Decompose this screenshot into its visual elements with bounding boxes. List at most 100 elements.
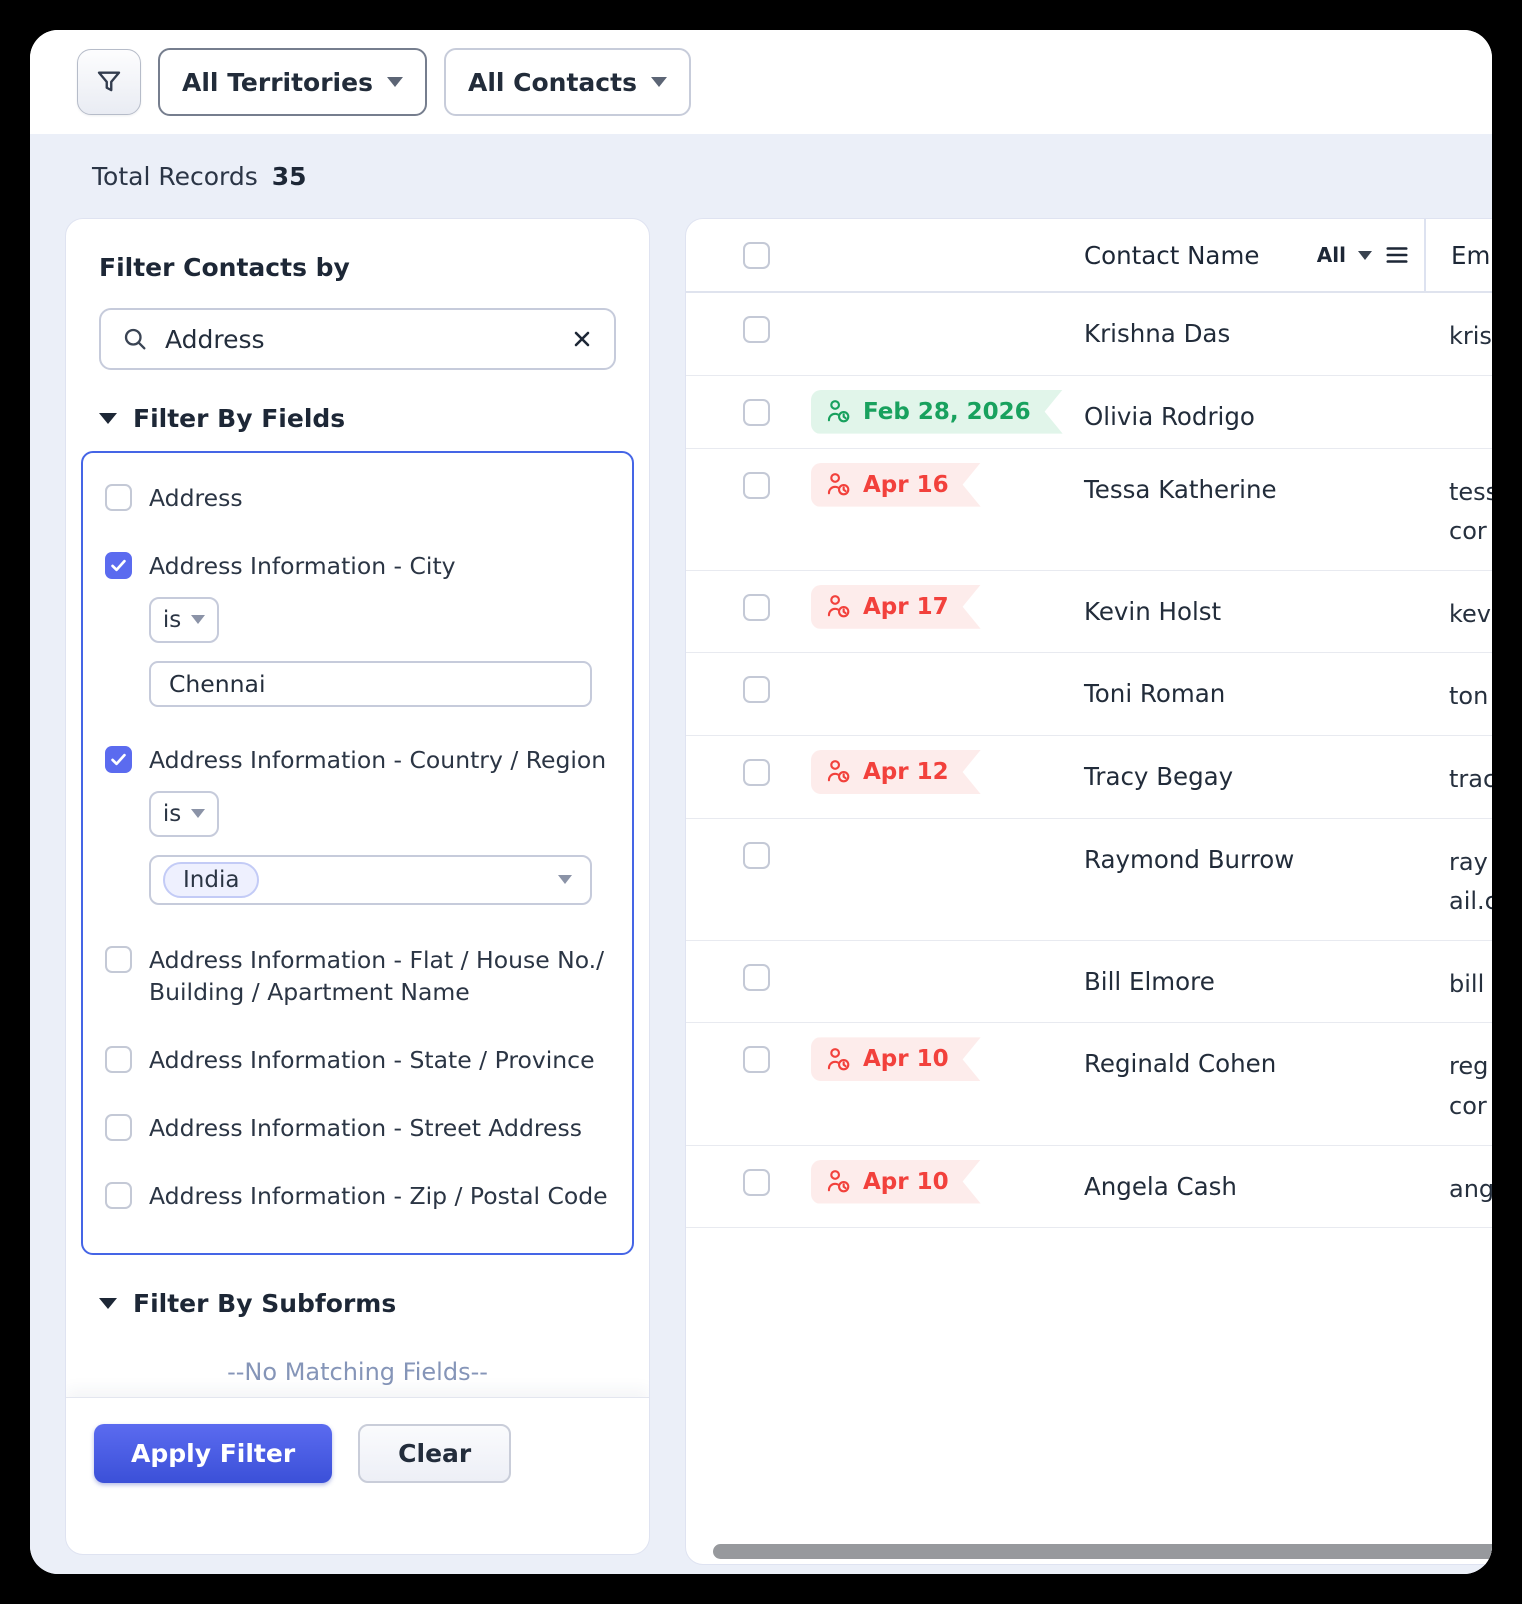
chevron-down-icon [191,809,206,819]
filter-field[interactable]: Address Information - Street Address [105,1113,610,1145]
row-checkbox-cell [686,819,798,869]
field-checkbox[interactable] [105,551,132,579]
filter-by-subforms-section-header[interactable]: Filter By Subforms [99,1289,616,1318]
badge-cell: Apr 10 [798,1146,1084,1204]
apply-filter-button[interactable]: Apply Filter [94,1424,333,1483]
column-menu-icon[interactable] [1384,242,1410,268]
person-clock-icon [825,1168,852,1195]
row-checkbox-cell [686,449,798,499]
table-row: Apr 16 Tessa Katherine tess cor [686,449,1492,571]
operator-select[interactable]: is [149,790,219,837]
filter-field[interactable]: Address Information - State / Province [105,1045,610,1077]
contact-name[interactable]: Krishna Das [1084,319,1231,348]
field-checkbox[interactable] [105,1113,132,1141]
field-value-text[interactable] [167,668,574,699]
upcoming-action-badge: Apr 10 [811,1160,981,1204]
badge-cell: Apr 16 [798,449,1084,507]
person-clock-icon [825,398,852,425]
email-line: kris [1449,322,1492,350]
badge-date: Apr 17 [863,593,949,620]
badge-date: Apr 10 [863,1046,949,1073]
email-line: ail.c [1449,887,1492,916]
select-all-checkbox[interactable] [743,242,770,269]
filter-toggle-button[interactable] [77,49,141,115]
row-checkbox[interactable] [743,471,770,499]
contact-email: reg cor [1424,1023,1492,1144]
no-matching-fields-text: --No Matching Fields-- [227,1357,488,1386]
badge-cell [798,819,1084,833]
badge-date: Apr 10 [863,1168,949,1195]
contacts-view-dropdown-label: All Contacts [467,67,637,97]
row-checkbox[interactable] [743,593,770,621]
contact-name[interactable]: Tracy Begay [1084,761,1234,791]
contact-email [1424,376,1492,418]
row-checkbox[interactable] [743,758,770,786]
contact-name[interactable]: Raymond Burrow [1084,844,1295,874]
filter-panel: Filter Contacts by Filter By Fields Addr… [65,218,650,1555]
clear-filter-button[interactable]: Clear [358,1424,512,1483]
field-checkbox[interactable] [105,484,132,511]
row-checkbox[interactable] [743,963,770,991]
contact-name[interactable]: Toni Roman [1084,679,1226,709]
field-checkbox[interactable] [105,945,132,973]
badge-cell [798,941,1084,955]
field-checkbox[interactable] [105,745,132,773]
contact-name[interactable]: Kevin Holst [1084,596,1222,626]
badge-cell [798,293,1084,307]
email-line: cor [1449,517,1487,546]
row-checkbox[interactable] [743,316,770,343]
email-line: tess [1449,477,1492,506]
filter-panel-title: Filter Contacts by [99,253,350,282]
table-row: Apr 12 Tracy Begay trac [686,736,1492,819]
filter-field[interactable]: Address Information - Flat / House No./ … [105,945,610,1009]
filter-field[interactable]: Address Information - City [105,551,610,583]
territories-dropdown[interactable]: All Territories [158,48,427,116]
contact-email: kris [1424,293,1492,375]
contact-name[interactable]: Bill Elmore [1084,966,1215,996]
row-checkbox-cell [686,941,798,991]
field-value-input[interactable] [149,660,592,707]
row-checkbox[interactable] [743,398,770,426]
email-line: ray [1449,847,1488,876]
table-row: Bill Elmore bill [686,941,1492,1024]
contact-email: ton [1424,653,1492,735]
column-filter-all[interactable]: All [1316,243,1346,267]
email-line: kev [1449,599,1492,628]
operator-label: is [162,606,182,633]
row-checkbox[interactable] [743,841,770,869]
chevron-down-icon[interactable] [1358,250,1372,260]
row-checkbox[interactable] [743,1168,770,1196]
contact-name[interactable]: Reginald Cohen [1084,1049,1277,1079]
badge-date: Apr 12 [863,758,949,785]
filter-search-input[interactable] [163,323,556,355]
field-label: Address Information - Flat / House No./ … [149,945,605,1006]
clear-search-icon[interactable] [570,327,594,351]
badge-cell: Apr 12 [798,736,1084,794]
field-checkbox[interactable] [105,1181,132,1209]
table-row: Apr 10 Angela Cash ang [686,1146,1492,1229]
filter-field[interactable]: Address [105,483,610,515]
email-line: ang [1449,1174,1492,1203]
filter-by-fields-section-header[interactable]: Filter By Fields [99,404,616,433]
total-records-label: Total Records [92,162,258,191]
contact-name[interactable]: Olivia Rodrigo [1084,401,1255,431]
row-checkbox[interactable] [743,676,770,704]
person-clock-icon [825,758,852,785]
operator-select[interactable]: is [149,596,219,643]
collapse-triangle-icon [99,413,117,424]
contacts-view-dropdown[interactable]: All Contacts [443,48,691,116]
total-records-count: 35 [271,162,307,191]
territories-dropdown-label: All Territories [182,67,373,97]
filter-field[interactable]: Address Information - Zip / Postal Code [105,1181,610,1213]
row-checkbox[interactable] [743,1046,770,1074]
filter-search-box [99,308,616,370]
badge-date: Feb 28, 2026 [863,398,1031,425]
filter-by-fields-label: Filter By Fields [133,404,346,433]
contact-name[interactable]: Angela Cash [1084,1171,1237,1201]
filter-field[interactable]: Address Information - Country / Region [105,745,610,777]
contact-email: trac [1424,736,1492,818]
field-checkbox[interactable] [105,1045,132,1073]
field-value-select[interactable]: India [149,854,592,905]
horizontal-scrollbar[interactable] [713,1544,1492,1559]
contact-name[interactable]: Tessa Katherine [1084,474,1277,504]
